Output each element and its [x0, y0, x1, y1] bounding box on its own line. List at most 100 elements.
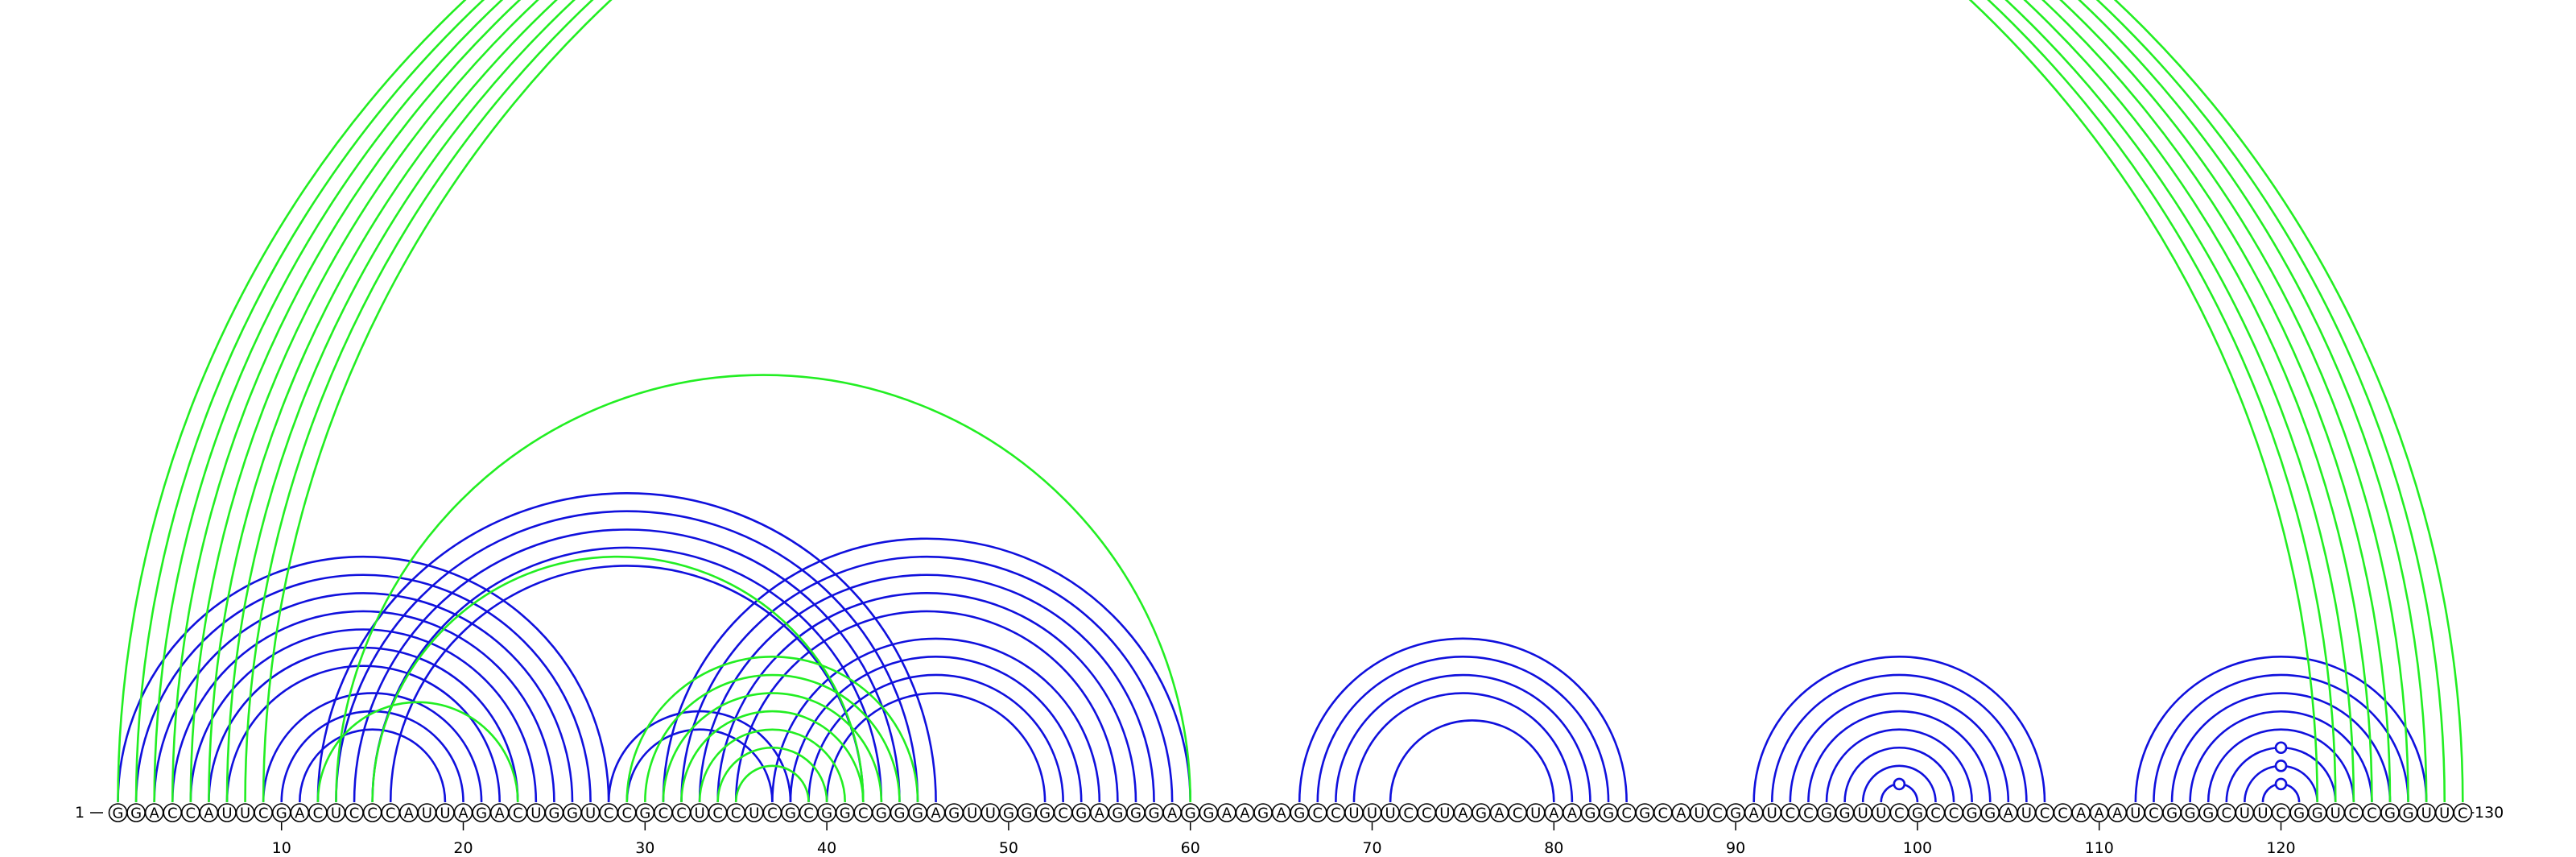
base-pair-arc [2207, 728, 2355, 803]
nucleotide: A [199, 803, 219, 822]
nucleotide: G [2198, 803, 2218, 822]
nucleotide: A [2107, 803, 2128, 822]
nucleotide: C [2271, 803, 2291, 822]
nucleotide-letter: C [1949, 805, 1959, 822]
base-pair-arc [1807, 710, 1992, 803]
nucleotide-letter: C [258, 805, 269, 822]
nucleotide-circle [2453, 803, 2473, 822]
nucleotide-letter: U [1348, 805, 1359, 822]
nucleotide: U [1690, 803, 1709, 822]
nucleotide-letter: C [2458, 805, 2468, 822]
nucleotide: C [762, 803, 782, 822]
base-pair-arc [1770, 673, 2028, 803]
nucleotide: A [1744, 803, 1764, 822]
nucleotide-letter: C [604, 805, 614, 822]
nucleotide-letter: G [1912, 805, 1923, 822]
nucleotide-letter: C [1312, 805, 1323, 822]
axis-tick-label: 90 [1726, 839, 1745, 857]
nucleotide-letter: C [676, 805, 687, 822]
nucleotide-letter: U [985, 805, 996, 822]
nucleotide: G [890, 803, 910, 822]
base-pair-arc [134, 573, 592, 803]
nucleotide: G [1253, 803, 1273, 822]
nucleotide: G [999, 803, 1018, 822]
nucleotide: G [1199, 803, 1219, 822]
nucleotide-letter: G [2293, 805, 2305, 822]
nucleotide-letter: C [658, 805, 669, 822]
nucleotide: A [1489, 803, 1509, 822]
nucleotide-letter: U [331, 805, 341, 822]
nucleotide: C [726, 803, 746, 822]
nucleotide-letter: A [931, 805, 941, 822]
nucleotide: G [1635, 803, 1655, 822]
nucleotide: C [1781, 803, 1800, 822]
base-pair-arc [1389, 719, 1555, 803]
nucleotide: C [599, 803, 618, 822]
nucleotide-letter: C [513, 805, 523, 822]
base-pair-arc [189, 0, 2392, 803]
nucleotide-letter: U [1767, 805, 1777, 822]
nucleotide-letter: U [1858, 805, 1868, 822]
nucleotide-letter: G [1821, 805, 1832, 822]
nucleotide: G [635, 803, 655, 822]
nucleotide-letter: G [1022, 805, 1033, 822]
nucleotide: U [2017, 803, 2037, 822]
nucleotide: U [580, 803, 601, 822]
nucleotide-letter: U [1694, 805, 1704, 822]
nucleotide: C [345, 803, 364, 822]
base-pair-arc [1789, 692, 2010, 803]
nucleotide: A [290, 803, 310, 822]
nucleotide-letter: G [1585, 805, 1596, 822]
position-axis: 10 20 30 40 50 60 70 80 90 100 110 120 [272, 822, 2296, 857]
nucleotide-letter: G [2403, 805, 2414, 822]
nucleotide: C [1707, 803, 1728, 822]
nucleotide-letter: C [803, 805, 814, 822]
axis-tick-label: 50 [999, 839, 1018, 857]
nucleotide: C [617, 803, 637, 822]
nucleotide-letter: G [1149, 805, 1160, 822]
base-pair-arc [2134, 656, 2428, 803]
base-pair-arc [716, 592, 1137, 803]
nucleotide-letter: C [1803, 805, 1814, 822]
nucleotide: C [1307, 803, 1327, 822]
nucleotide: C [181, 803, 200, 822]
nucleotide: G [1126, 803, 1146, 822]
nucleotide-letter: U [585, 805, 596, 822]
nucleotide: G [271, 803, 291, 822]
nucleotide: C [799, 803, 819, 822]
nucleotide-letter: A [149, 805, 159, 822]
nucleotide-letter: A [1567, 805, 1578, 822]
nucleotide-letter: A [1240, 805, 1250, 822]
base-pair-arc [662, 692, 883, 803]
base-pair-arc [1861, 764, 1937, 803]
nucleotide-letter: U [1385, 805, 1396, 822]
nucleotide-letter: U [1367, 805, 1377, 822]
nucleotide: G [944, 803, 964, 822]
nucleotide: G [1180, 803, 1200, 822]
nucleotide: C [2035, 803, 2054, 822]
base-pair-arc [2189, 710, 2373, 803]
base-pair-arc [134, 0, 2337, 803]
nucleotide-letter: G [1294, 805, 1305, 822]
nucleotide-letter: U [221, 805, 232, 822]
nucleotide: A [2071, 803, 2091, 822]
nucleotide: C [671, 803, 691, 822]
nucleotide-letter: G [912, 805, 923, 822]
nucleotide-letter: A [1276, 805, 1286, 822]
nucleotide: U [326, 803, 346, 822]
axis-tick-label: 10 [272, 839, 291, 857]
nucleotide: A [144, 803, 164, 822]
base-pair-arc [2170, 692, 2392, 803]
axis-tick-label: 100 [1903, 839, 1932, 857]
nucleotide: G [1144, 803, 1164, 822]
nucleotide: U [436, 803, 455, 822]
nucleotide-letter: G [821, 805, 832, 822]
nucleotide: U [2126, 803, 2145, 822]
nucleotide: C [1508, 803, 1527, 822]
nucleotide-letter: U [2130, 805, 2140, 822]
nucleotide-letter: G [2312, 805, 2323, 822]
nucleotide: U [962, 803, 982, 822]
nucleotide: G [872, 803, 891, 822]
nucleotide: U [417, 803, 437, 822]
